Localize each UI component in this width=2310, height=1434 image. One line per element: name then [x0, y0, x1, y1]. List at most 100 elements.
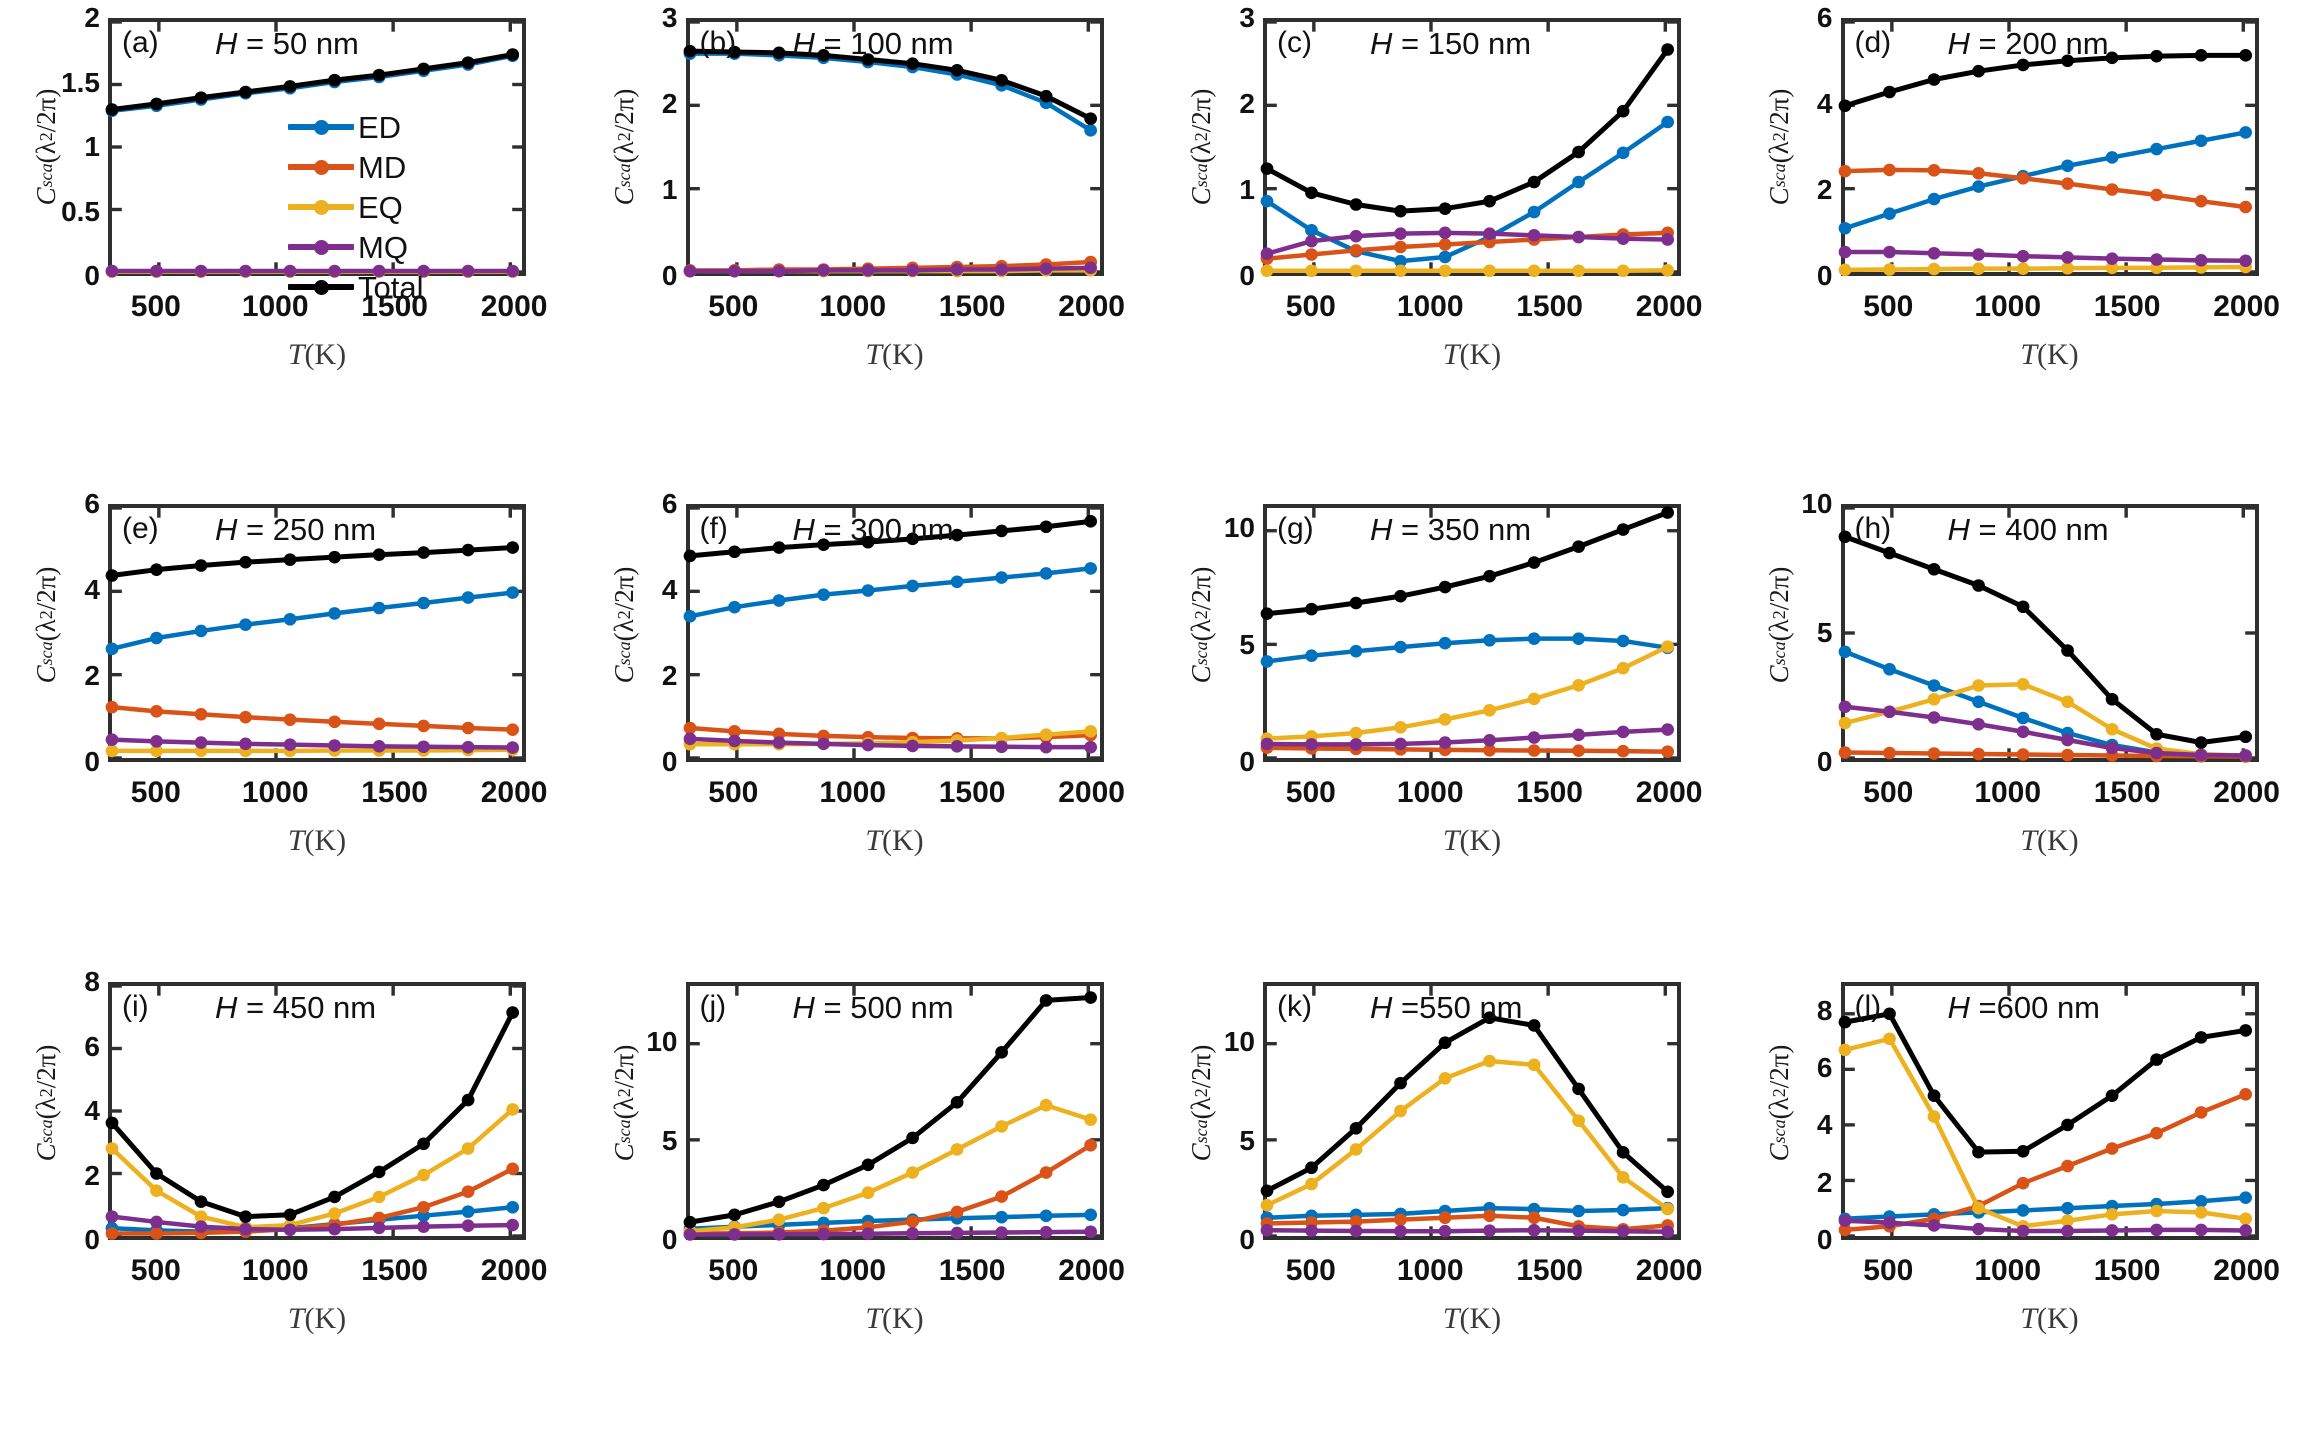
series-canvas [1260, 506, 1677, 760]
series-marker-mq [2060, 1224, 2074, 1238]
y-tick-label: 8 [84, 966, 100, 997]
legend-item-eq[interactable]: EQ [288, 190, 423, 224]
series-marker-mq [506, 264, 520, 278]
series-marker-total [1661, 506, 1675, 519]
y-tick-label: 0 [1239, 1224, 1255, 1255]
series-line-eq [112, 1109, 513, 1227]
panel-title: H =600 nm [1947, 990, 2101, 1025]
x-tick-label: 1500 [1516, 1254, 1583, 1287]
series-marker-mq [2016, 249, 2029, 263]
series-marker-md [2149, 188, 2163, 202]
series-marker-ed [194, 624, 208, 638]
series-marker-mq [194, 1220, 208, 1233]
series-marker-eq [1971, 679, 1985, 692]
x-axis-label: T(K) [1442, 338, 1502, 371]
series-marker-ed [239, 618, 252, 631]
series-marker-mq [1616, 232, 1630, 245]
series-marker-mq [105, 264, 119, 278]
series-marker-md [1483, 1209, 1496, 1223]
series-marker-mq [239, 1222, 252, 1236]
series-marker-total [328, 73, 341, 87]
series-marker-total [1305, 186, 1318, 200]
series-marker-mq [1039, 1225, 1052, 1239]
series-marker-eq [861, 1186, 874, 1200]
x-tick-label: 500 [1863, 776, 1914, 809]
series-marker-md [1394, 1213, 1407, 1226]
series-marker-mq [1527, 731, 1541, 744]
series-line-eq [1267, 647, 1668, 739]
series-marker-eq [461, 1142, 475, 1155]
series-marker-mq [1882, 1216, 1896, 1229]
x-tick-label: 1000 [1974, 1254, 2042, 1287]
series-marker-total [994, 74, 1008, 87]
series-marker-total [2149, 1053, 2163, 1066]
series-marker-total [372, 68, 386, 82]
series-marker-ed [1927, 192, 1940, 206]
series-marker-ed [461, 1205, 475, 1218]
series-marker-md [2149, 1126, 2163, 1140]
series-marker-total [1394, 589, 1407, 603]
series-marker-md [417, 719, 430, 733]
series-line-total [690, 998, 1091, 1223]
series-marker-ed [816, 588, 830, 601]
series-marker-total [506, 1006, 520, 1019]
series-marker-total [994, 1046, 1008, 1059]
series-marker-eq [1882, 1032, 1896, 1046]
series-marker-ed [2105, 151, 2118, 164]
series-marker-total [950, 64, 963, 77]
x-tick-label: 1500 [361, 1254, 428, 1287]
series-marker-eq [2016, 262, 2029, 275]
series-marker-total [1661, 1185, 1675, 1199]
y-tick-label: 1 [1239, 174, 1255, 205]
series-marker-md [1527, 1211, 1541, 1225]
legend-label: EQ [358, 189, 403, 225]
legend-item-ed[interactable]: ED [288, 110, 423, 144]
series-marker-md [2194, 194, 2207, 208]
series-marker-eq [1394, 721, 1407, 734]
series-marker-ed [1260, 194, 1274, 208]
series-marker-total [150, 1167, 163, 1180]
series-marker-mq [1305, 234, 1318, 248]
series-marker-mq [2194, 254, 2207, 267]
panel-tag: (j) [699, 990, 727, 1023]
series-marker-eq [1971, 1201, 1985, 1215]
series-marker-ed [1083, 124, 1097, 137]
series-marker-ed [772, 594, 785, 607]
x-tick-label: 1000 [819, 776, 887, 809]
x-tick-label: 2000 [480, 290, 548, 323]
x-axis-label: T(K) [287, 1302, 347, 1335]
x-tick-labels: 500 1000 1500 2000 [1841, 290, 2280, 330]
series-marker-mq [1039, 262, 1052, 275]
series-marker-eq [1661, 1202, 1675, 1216]
y-tick-labels: 0 2 4 6 [578, 488, 678, 777]
series-marker-mq [372, 1221, 386, 1235]
series-marker-mq [194, 736, 208, 749]
series-marker-eq [1438, 713, 1452, 726]
plot-area [105, 982, 526, 1240]
series-marker-eq [2149, 1204, 2163, 1218]
series-marker-ed [1616, 146, 1630, 160]
series-marker-mq [816, 737, 830, 751]
series-line-ed [1267, 1208, 1668, 1218]
series-line-total [1845, 55, 2246, 105]
y-tick-label: 2 [1816, 174, 1833, 205]
legend-item-mq[interactable]: MQ [288, 230, 423, 264]
series-marker-mq [1838, 245, 1851, 259]
legend-item-total[interactable]: Total [288, 270, 423, 304]
series-marker-md [1572, 744, 1585, 758]
series-marker-mq [2194, 748, 2207, 762]
series-marker-total [683, 1215, 696, 1229]
series-marker-total [950, 528, 963, 542]
series-marker-eq [1527, 692, 1541, 706]
x-tick-labels: 500 1000 1500 2000 [108, 1254, 548, 1294]
legend-item-md[interactable]: MD [288, 150, 423, 184]
series-marker-mq [1616, 725, 1630, 739]
series-marker-eq [950, 1143, 963, 1156]
series-marker-mq [372, 264, 386, 278]
y-tick-labels: 0 0.5 1 1.5 2 [0, 2, 100, 291]
series-marker-md [1661, 745, 1675, 758]
series-marker-mq [683, 1228, 696, 1241]
x-tick-label: 1000 [241, 1254, 309, 1287]
